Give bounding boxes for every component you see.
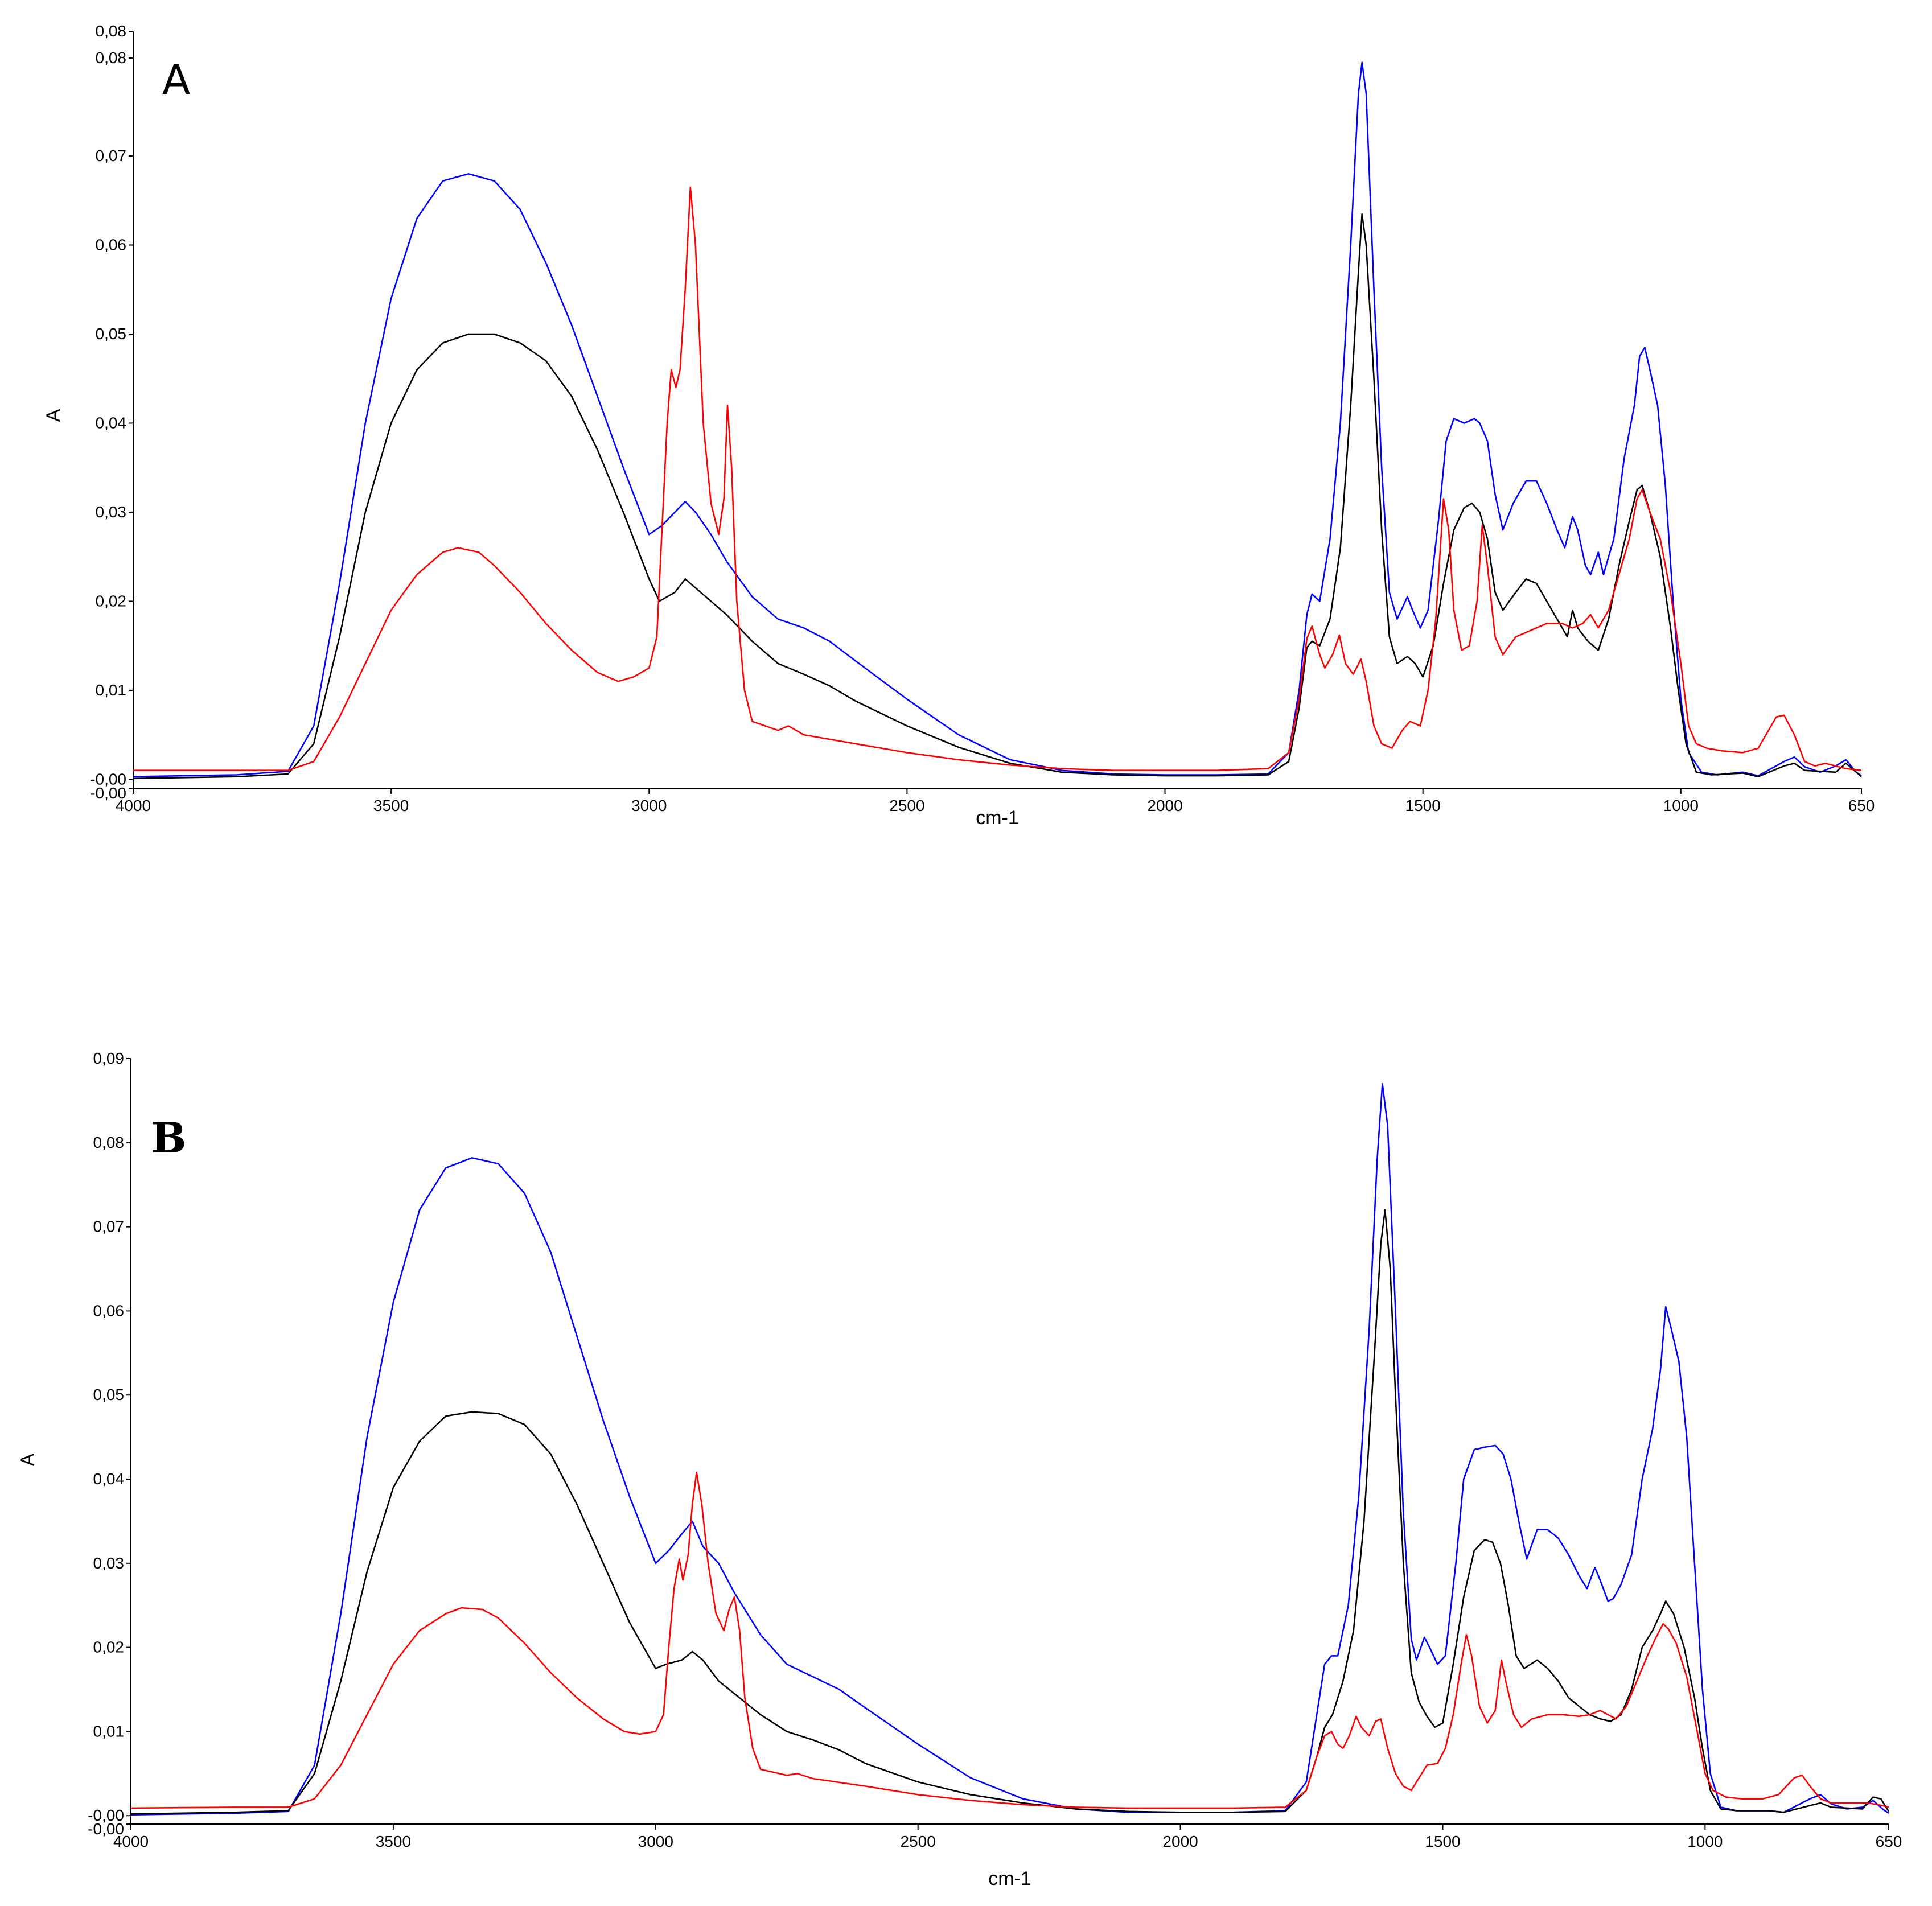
x-tick-label: 2500 xyxy=(889,797,924,814)
y-tick-label: 0,06 xyxy=(93,1302,125,1319)
x-axis-title: cm-1 xyxy=(976,807,1019,829)
y-tick-label: -0,00 xyxy=(90,770,126,788)
y-tick-label: 0,02 xyxy=(93,1639,125,1656)
y-tick-label: 0,08 xyxy=(93,1134,125,1151)
x-tick-label: 4000 xyxy=(113,1833,149,1850)
y-tick-label: -0,00 xyxy=(90,784,126,802)
y-tick-label: -0,00 xyxy=(88,1806,124,1824)
y-tick-label: 0,04 xyxy=(96,414,127,431)
series-line-2 xyxy=(133,186,1862,771)
x-tick-label: 1000 xyxy=(1663,797,1699,814)
y-axis-title: A xyxy=(17,1453,39,1466)
y-tick-label: 0,03 xyxy=(93,1554,125,1572)
chart-panel-a: -0,00-0,00 0,01 0,02 0,03 0,04 0,05 0,06 0,07 0,… xyxy=(43,22,1875,829)
series-line-0 xyxy=(133,61,1862,777)
y-tick-label: 0,01 xyxy=(93,1722,125,1740)
x-tick-label: 3000 xyxy=(631,797,667,814)
x-tick-label: 650 xyxy=(1848,797,1875,814)
y-tick-label: 0,05 xyxy=(93,1386,125,1403)
x-tick-label: 4000 xyxy=(116,797,151,814)
panel-label: B xyxy=(151,1114,187,1163)
series-line-2 xyxy=(130,1471,1889,1809)
series-line-1 xyxy=(130,1209,1890,1815)
x-axis-title: cm-1 xyxy=(988,1868,1031,1889)
x-tick-label: 2000 xyxy=(1147,797,1182,814)
y-tick-label: 0,01 xyxy=(96,681,127,699)
chart-panel-b: -0,00-0,00 0,01 0,02 0,03 0,04 0,05 0,06 0,07 0,… xyxy=(17,1049,1902,1889)
x-tick-label: 1500 xyxy=(1425,1833,1460,1850)
x-tick-label: 1500 xyxy=(1405,797,1441,814)
y-tick-label: 0,08 xyxy=(96,22,127,40)
y-tick-label: 0,06 xyxy=(96,236,127,254)
y-tick-label: 0,08 xyxy=(96,49,127,67)
x-tick-label: 3500 xyxy=(373,797,409,814)
y-tick-label: 0,05 xyxy=(96,325,127,343)
x-tick-label: 650 xyxy=(1876,1833,1902,1850)
y-axis-title: A xyxy=(43,409,64,422)
x-tick-label: 2500 xyxy=(901,1833,936,1850)
y-tick-label: 0,09 xyxy=(93,1049,125,1067)
x-tick-label: 3500 xyxy=(376,1833,411,1850)
x-tick-label: 1000 xyxy=(1687,1833,1723,1850)
y-tick-label: 0,07 xyxy=(96,147,127,164)
x-tick-label: 2000 xyxy=(1162,1833,1198,1850)
y-tick-label: 0,04 xyxy=(93,1470,125,1488)
series-line-0 xyxy=(130,1083,1889,1816)
x-tick-label: 3000 xyxy=(638,1833,673,1850)
y-tick-label: -0,00 xyxy=(88,1820,124,1838)
y-tick-label: 0,02 xyxy=(96,592,127,610)
y-tick-label: 0,03 xyxy=(96,503,127,521)
panel-label: A xyxy=(162,56,190,104)
y-tick-label: 0,07 xyxy=(93,1218,125,1236)
